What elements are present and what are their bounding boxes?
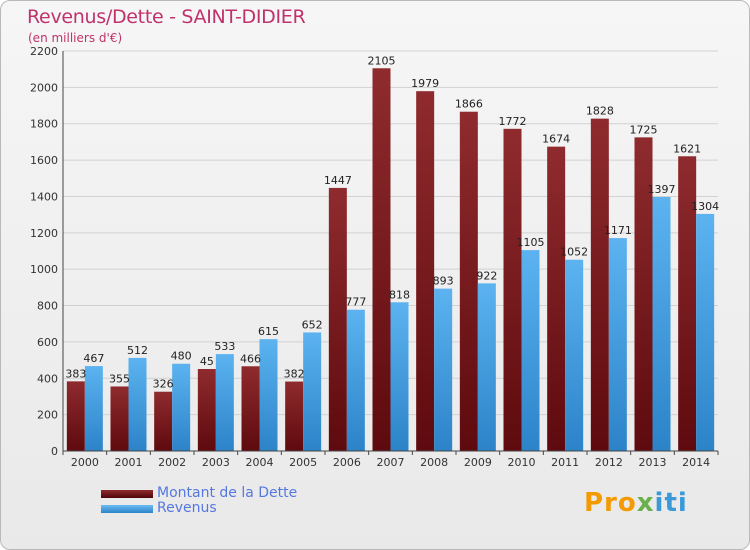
debt-data-label: 45 — [200, 355, 214, 368]
chart-title: Revenus/Dette - SAINT-DIDIER — [27, 6, 306, 28]
y-tick-label: 2200 — [30, 45, 58, 58]
revenue-bar — [84, 366, 103, 451]
y-tick-label: 200 — [37, 409, 58, 422]
x-tick-label: 2013 — [639, 456, 667, 469]
y-tick-label: 400 — [37, 372, 58, 385]
revenue-bar — [215, 354, 234, 451]
legend-swatch-debt — [101, 490, 153, 498]
debt-data-label: 382 — [284, 368, 305, 381]
revenue-bar — [128, 357, 147, 451]
revenue-bar — [434, 288, 453, 451]
revenue-data-label: 512 — [127, 344, 148, 357]
x-tick-label: 2012 — [595, 456, 623, 469]
x-tick-label: 2002 — [158, 456, 186, 469]
revenue-data-label: 533 — [214, 340, 235, 353]
x-tick-label: 2006 — [333, 456, 361, 469]
revenue-bar — [390, 302, 409, 451]
debt-bar — [241, 366, 260, 451]
revenue-data-label: 615 — [258, 325, 279, 338]
debt-bar — [547, 146, 566, 452]
debt-data-label: 383 — [65, 367, 86, 380]
x-tick-label: 2005 — [289, 456, 317, 469]
debt-bar — [678, 156, 697, 452]
proxiti-logo: Proxiti — [584, 488, 688, 518]
debt-data-label: 1979 — [411, 77, 439, 90]
legend-label-debt: Montant de la Dette — [157, 485, 298, 501]
revenue-data-label: 818 — [389, 288, 410, 301]
debt-data-label: 355 — [109, 372, 130, 385]
debt-data-label: 1725 — [630, 123, 658, 136]
revenue-bar — [565, 259, 584, 451]
debt-bar — [416, 91, 435, 451]
x-tick-label: 2000 — [71, 456, 99, 469]
y-tick-label: 1200 — [30, 227, 58, 240]
x-tick-label: 2011 — [551, 456, 579, 469]
debt-bar — [110, 386, 129, 451]
revenue-bar — [172, 363, 191, 451]
revenue-data-label: 1171 — [604, 224, 632, 237]
revenue-data-label: 1052 — [560, 246, 588, 259]
debt-data-label: 1621 — [673, 142, 701, 155]
legend-label-revenue: Revenus — [157, 500, 217, 516]
debt-bar — [66, 381, 85, 451]
x-tick-label: 2008 — [420, 456, 448, 469]
debt-data-label: 466 — [240, 352, 261, 365]
debt-bar — [634, 137, 653, 451]
debt-bar — [372, 68, 391, 451]
y-tick-label: 800 — [37, 300, 58, 313]
debt-data-label: 1828 — [586, 105, 614, 118]
y-tick-label: 1600 — [30, 154, 58, 167]
revenue-data-label: 1397 — [648, 183, 676, 196]
debt-data-label: 1866 — [455, 98, 483, 111]
y-tick-label: 1800 — [30, 118, 58, 131]
revenue-data-label: 467 — [83, 352, 104, 365]
x-tick-label: 2003 — [202, 456, 230, 469]
y-tick-label: 1400 — [30, 190, 58, 203]
revenue-bar — [696, 213, 715, 451]
x-tick-label: 2004 — [246, 456, 274, 469]
revenue-data-label: 480 — [171, 350, 192, 363]
revenue-bar — [346, 309, 365, 451]
legend-swatch-revenue — [101, 505, 153, 513]
debt-data-label: 1447 — [324, 174, 352, 187]
debt-data-label: 326 — [153, 378, 174, 391]
revenue-data-label: 922 — [476, 269, 497, 282]
debt-bar — [459, 111, 478, 452]
x-tick-label: 2010 — [508, 456, 536, 469]
revenue-data-label: 652 — [302, 318, 323, 331]
debt-bar — [154, 391, 173, 451]
x-tick-label: 2001 — [115, 456, 143, 469]
revenue-bar — [521, 250, 540, 451]
debt-bar — [328, 187, 347, 451]
debt-bar — [503, 128, 522, 451]
revenue-bar — [303, 332, 322, 451]
revenue-data-label: 893 — [433, 275, 454, 288]
y-tick-label: 0 — [51, 445, 58, 458]
x-tick-label: 2014 — [682, 456, 710, 469]
revenue-bar — [652, 197, 671, 451]
revenue-bar — [259, 339, 278, 451]
debt-bar — [285, 381, 304, 451]
x-tick-label: 2009 — [464, 456, 492, 469]
debt-bar — [197, 369, 216, 451]
debt-data-label: 2105 — [368, 54, 396, 67]
debt-bar — [590, 118, 609, 452]
chart-subtitle: (en milliers d'€) — [28, 31, 123, 45]
debt-data-label: 1674 — [542, 133, 570, 146]
revenue-bar — [477, 283, 496, 451]
y-tick-label: 1000 — [30, 263, 58, 276]
revenue-bar — [608, 238, 627, 451]
y-tick-label: 600 — [37, 336, 58, 349]
revenue-data-label: 1304 — [691, 200, 719, 213]
debt-data-label: 1772 — [499, 115, 527, 128]
y-tick-label: 2000 — [30, 81, 58, 94]
x-tick-label: 2007 — [377, 456, 405, 469]
revenue-data-label: 1105 — [517, 236, 545, 249]
revenue-data-label: 777 — [345, 296, 366, 309]
